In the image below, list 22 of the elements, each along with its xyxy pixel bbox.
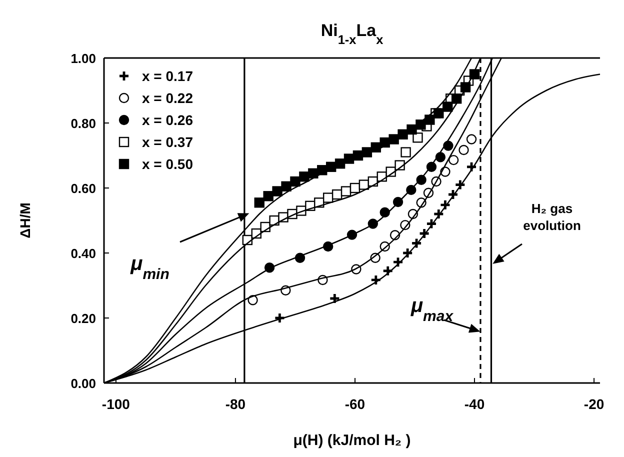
x-tick-label: -80 [225,396,246,412]
annotation: μ$_{max}$ [410,295,454,324]
x-tick-label: -60 [344,396,366,412]
x-tick-label: -40 [464,396,485,412]
y-tick-label: 0.80 [70,116,96,131]
legend-label: x = 0.37 [142,134,194,150]
legend-label: x = 0.26 [142,112,194,128]
y-tick-label: 0.60 [70,181,96,196]
annotation: μ$_{min}$ [130,253,170,282]
legend-label: x = 0.22 [142,90,194,106]
x-axis-title: μ(H) (kJ/mol H₂ ) [293,432,411,449]
x-tick-label: -100 [102,396,130,412]
annotation: H₂ gas evolution [523,201,581,233]
legend-label: x = 0.17 [142,68,194,84]
y-tick-label: 1.00 [70,51,96,66]
chart-title: Ni$_{1-x}$La$_{x}$ [320,21,384,46]
x-tick-label: -20 [584,396,604,412]
y-tick-label: 0.00 [70,376,96,391]
y-tick-label: 0.20 [70,311,96,326]
legend-label: x = 0.50 [142,156,194,172]
y-axis-title: ΔH/M [17,202,33,238]
y-tick-label: 0.40 [70,246,96,261]
